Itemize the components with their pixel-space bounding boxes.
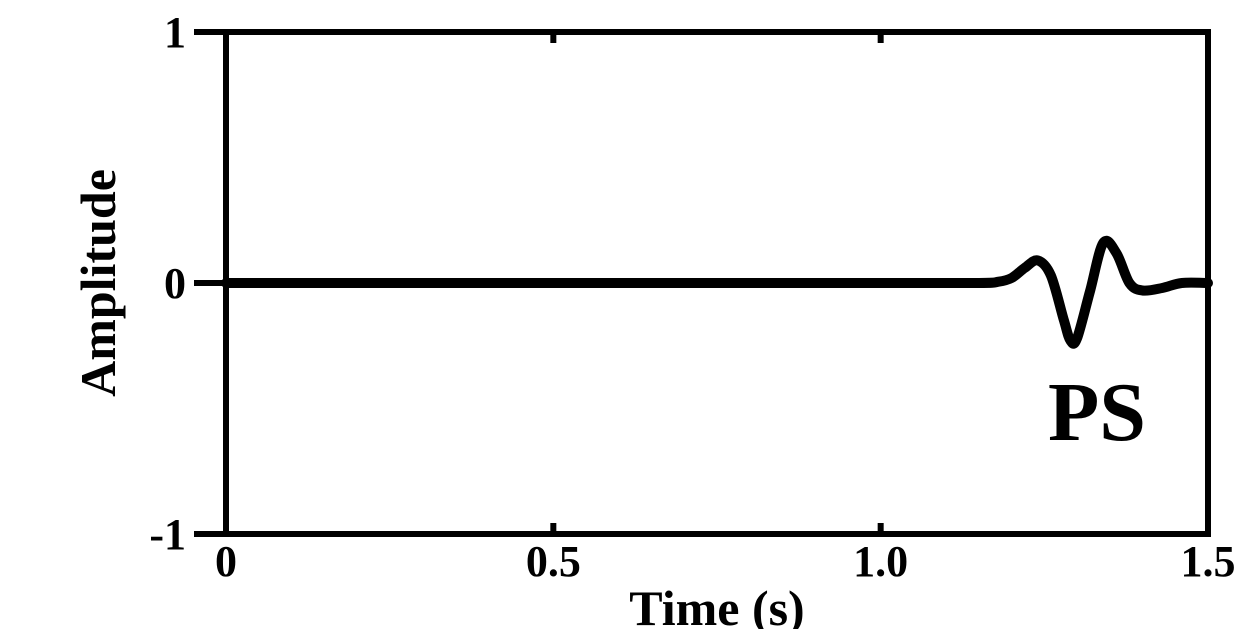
y-tick-label: -1 <box>149 510 186 559</box>
series-line <box>221 235 1213 349</box>
y-axis-label: Amplitude <box>70 169 126 397</box>
x-tick-label: 0.5 <box>526 537 581 586</box>
y-tick-label: 0 <box>164 259 186 308</box>
axis-ticks <box>194 29 1211 537</box>
x-tick-label: 0 <box>215 537 237 586</box>
ps-annotation: PS <box>1048 366 1146 459</box>
tick-labels: 0 0.5 1.0 1.5 -1 0 1 <box>149 8 1235 586</box>
y-tick-label: 1 <box>164 8 186 57</box>
x-tick-label: 1.5 <box>1181 537 1236 586</box>
x-axis-label: Time (s) <box>629 580 804 629</box>
x-tick-label: 1.0 <box>853 537 908 586</box>
